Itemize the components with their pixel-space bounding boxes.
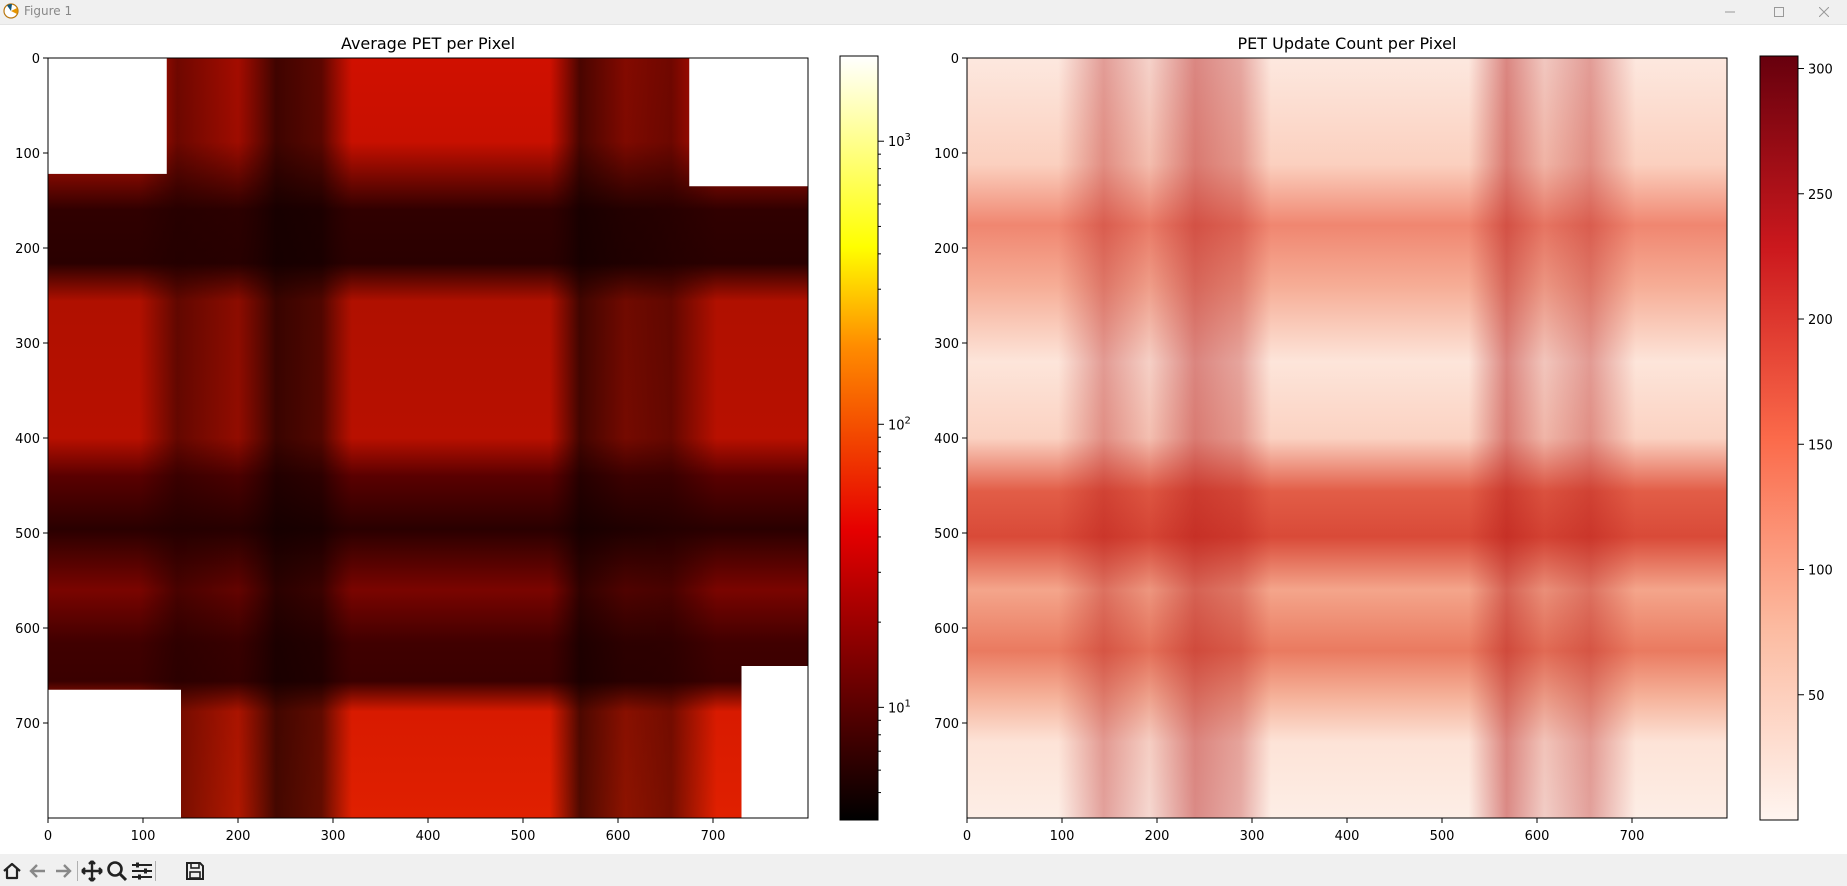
- avg-pet-colorbar-tick-label: 101: [888, 698, 911, 716]
- avg-pet-ytick-label: 200: [15, 242, 40, 257]
- update-count-xtick-label: 200: [1145, 829, 1170, 844]
- forward-arrow-icon: [56, 864, 72, 878]
- avg-pet-ytick-label: 300: [15, 337, 40, 352]
- update-count-ytick-label: 700: [934, 717, 959, 732]
- avg-pet-colorbar: [839, 55, 879, 821]
- zoom-icon: [107, 861, 128, 882]
- update-count-ytick-label: 100: [934, 147, 959, 162]
- update-count-ytick-label: 500: [934, 527, 959, 542]
- update-count-xtick-label: 100: [1050, 829, 1075, 844]
- update-count-ytick-label: 0: [951, 52, 959, 67]
- avg-pet-xtick-label: 200: [226, 829, 251, 844]
- avg-pet-ytick-label: 600: [15, 622, 40, 637]
- update-count-colorbar-tick-label: 100: [1808, 564, 1833, 579]
- back-arrow-icon: [29, 864, 45, 878]
- close-button[interactable]: [1801, 0, 1847, 24]
- avg-pet-colorbar-tick-exponent: 3: [905, 132, 911, 143]
- update-count-ytick-label: 200: [934, 242, 959, 257]
- update-count-xtick-label: 600: [1525, 829, 1550, 844]
- update-count-subplot: PET Update Count per Pixel 0 100 200 300 400 5…: [934, 34, 1833, 844]
- figure-canvas[interactable]: Average PET per Pixel 0 100 200 300 400 500 600…: [0, 25, 1847, 854]
- update-count-xtick-label: 300: [1240, 829, 1265, 844]
- avg-pet-colorbar-tick-exponent: 1: [905, 698, 911, 709]
- pan-button[interactable]: [80, 859, 104, 883]
- avg-pet-colorbar-tick-label: 103: [888, 132, 911, 150]
- update-count-colorbar-tick-label: 150: [1808, 438, 1833, 453]
- avg-pet-colorbar-tick-exponent: 2: [905, 415, 911, 426]
- minimize-icon: [1725, 11, 1735, 13]
- update-count-colorbar-tick-label: 300: [1808, 63, 1833, 78]
- avg-pet-empty-corner-bottom-left: [48, 689, 181, 818]
- avg-pet-xtick-label: 0: [44, 829, 52, 844]
- avg-pet-ytick-label: 100: [15, 147, 40, 162]
- avg-pet-ytick-label: 700: [15, 717, 40, 732]
- update-count-ytick-label: 400: [934, 432, 959, 447]
- maximize-icon: [1774, 7, 1784, 17]
- zoom-button[interactable]: [105, 859, 129, 883]
- configure-subplots-icon: [132, 862, 152, 880]
- avg-pet-xtick-label: 100: [131, 829, 156, 844]
- window-title: Figure 1: [24, 4, 73, 18]
- avg-pet-empty-corner-bottom-right: [741, 666, 808, 818]
- home-button[interactable]: [0, 859, 24, 883]
- avg-pet-xtick-label: 600: [606, 829, 631, 844]
- close-icon: [1819, 7, 1829, 17]
- avg-pet-ytick-label: 400: [15, 432, 40, 447]
- home-icon: [3, 862, 21, 880]
- avg-pet-xtick-label: 400: [416, 829, 441, 844]
- update-count-heatmap-columns: [967, 58, 1727, 818]
- avg-pet-ytick-label: 500: [15, 527, 40, 542]
- configure-subplots-button[interactable]: [130, 859, 154, 883]
- avg-pet-title: Average PET per Pixel: [341, 34, 515, 53]
- minimize-button[interactable]: [1707, 0, 1753, 24]
- update-count-colorbar-tick-label: 50: [1808, 689, 1825, 704]
- avg-pet-xtick-label: 700: [701, 829, 726, 844]
- toolbar-separator: [77, 861, 78, 881]
- matplotlib-logo-icon: [3, 3, 19, 19]
- update-count-colorbar-tick-label: 200: [1808, 313, 1833, 328]
- navigation-toolbar: [0, 854, 1847, 886]
- avg-pet-colorbar-tick-label: 102: [888, 415, 911, 433]
- back-button[interactable]: [26, 859, 50, 883]
- toolbar-separator: [155, 861, 156, 881]
- save-icon: [186, 862, 204, 880]
- forward-button[interactable]: [51, 859, 75, 883]
- update-count-xtick-label: 0: [963, 829, 971, 844]
- update-count-ytick-label: 300: [934, 337, 959, 352]
- avg-pet-xtick-label: 500: [511, 829, 536, 844]
- maximize-button[interactable]: [1756, 0, 1802, 24]
- pan-icon: [81, 860, 103, 882]
- update-count-colorbar: [1759, 55, 1799, 821]
- avg-pet-empty-corner-top-left: [48, 58, 167, 174]
- update-count-title: PET Update Count per Pixel: [1238, 34, 1457, 53]
- avg-pet-ytick-label: 0: [32, 52, 40, 67]
- avg-pet-xtick-label: 300: [321, 829, 346, 844]
- window-titlebar: Figure 1: [0, 0, 1847, 25]
- save-button[interactable]: [183, 859, 207, 883]
- update-count-colorbar-tick-label: 250: [1808, 188, 1833, 203]
- update-count-xtick-label: 700: [1620, 829, 1645, 844]
- avg-pet-subplot: Average PET per Pixel 0 100 200 300 400 500 600…: [15, 34, 911, 844]
- update-count-xtick-label: 400: [1335, 829, 1360, 844]
- avg-pet-empty-corner-top-right: [689, 58, 808, 187]
- update-count-xtick-label: 500: [1430, 829, 1455, 844]
- update-count-ytick-label: 600: [934, 622, 959, 637]
